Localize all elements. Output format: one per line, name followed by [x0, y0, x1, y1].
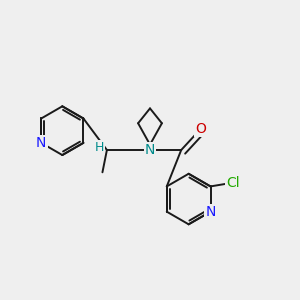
Text: H: H	[95, 140, 104, 154]
Text: N: N	[145, 143, 155, 157]
Text: O: O	[195, 122, 206, 136]
Text: N: N	[205, 205, 216, 219]
Text: Cl: Cl	[226, 176, 240, 190]
Text: N: N	[36, 136, 46, 150]
